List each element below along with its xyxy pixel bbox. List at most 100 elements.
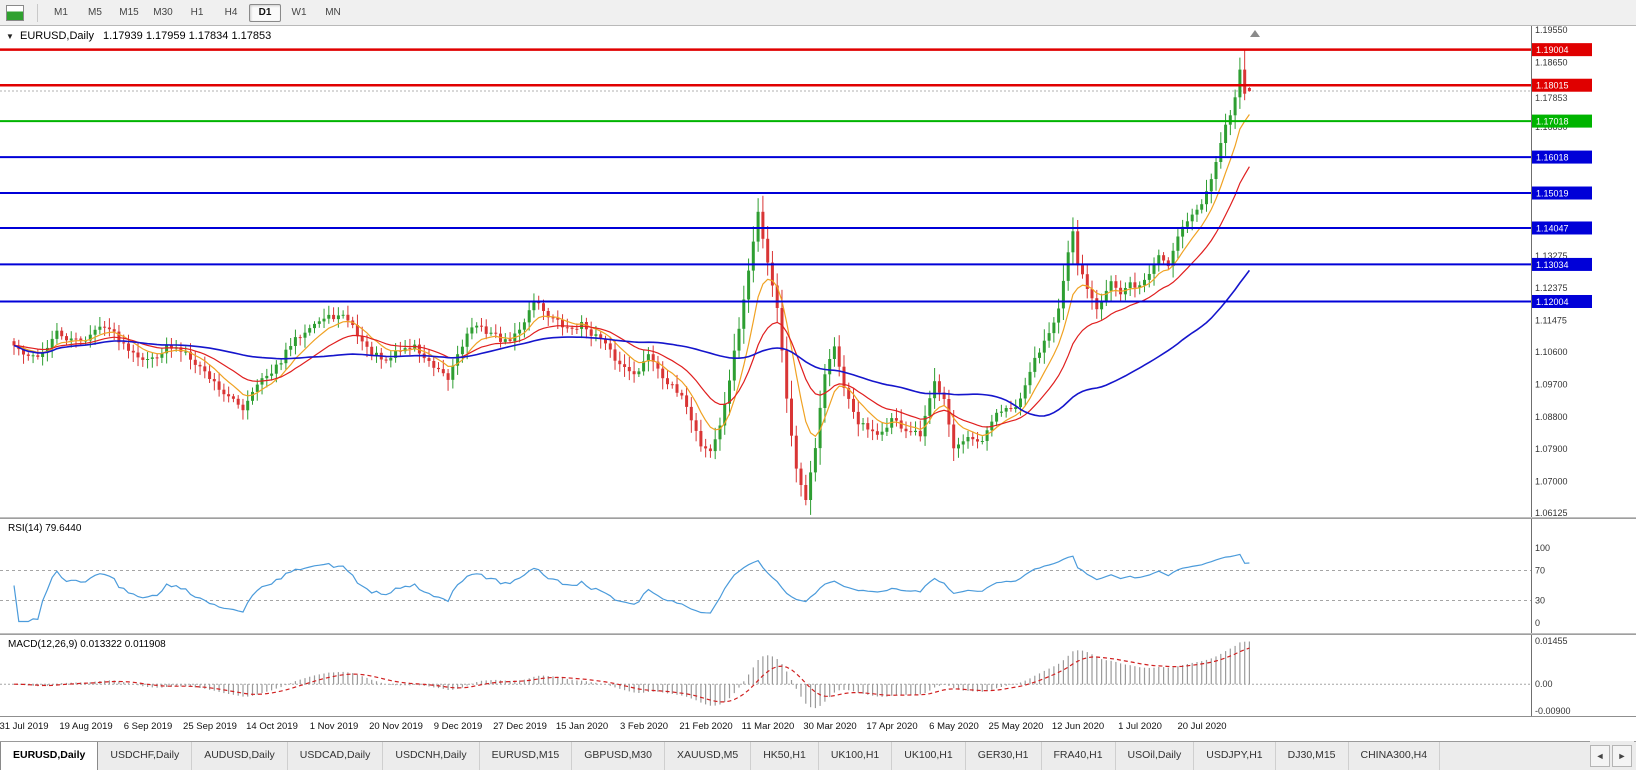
candle-body — [666, 378, 669, 385]
tab-audusd-daily[interactable]: AUDUSD,Daily — [192, 742, 288, 770]
price-tick-label: 1.18650 — [1535, 57, 1568, 67]
timeframe-button-h4[interactable]: H4 — [224, 6, 238, 18]
candle-body — [565, 327, 569, 329]
candle-body — [31, 355, 35, 357]
timeframe-button-m30[interactable]: M30 — [153, 6, 173, 18]
candle-body — [231, 396, 235, 399]
date-axis-label: 31 Jul 2019 — [0, 721, 49, 732]
chart-icon — [6, 4, 24, 21]
candle-body — [909, 431, 913, 433]
timeframe-button-m15[interactable]: M15 — [119, 6, 139, 18]
candle-body — [999, 411, 1003, 413]
candle-body — [937, 381, 941, 393]
tab-gbpusd-m30[interactable]: GBPUSD,M30 — [572, 742, 665, 770]
candle-body — [293, 337, 297, 346]
tab-fra40-h1[interactable]: FRA40,H1 — [1042, 742, 1116, 770]
date-axis-label: 3 Feb 2020 — [619, 721, 669, 732]
candle-body — [284, 349, 288, 364]
candle-body — [179, 347, 183, 352]
candle-body — [828, 359, 832, 375]
candle-body — [894, 418, 898, 421]
level-price-badge[interactable] — [1532, 43, 1592, 57]
collapse-arrow-icon[interactable]: ▼ — [6, 32, 14, 41]
level-price-badge[interactable] — [1532, 257, 1592, 271]
level-price-badge[interactable] — [1532, 294, 1592, 308]
candle-body — [26, 354, 30, 356]
candle-body — [107, 327, 111, 330]
candle-body — [184, 351, 188, 353]
candle-body — [976, 439, 979, 442]
timeframe-button-mn[interactable]: MN — [325, 6, 341, 18]
level-price-badge[interactable] — [1532, 150, 1592, 164]
level-price-badge[interactable] — [1532, 186, 1592, 200]
panel-splitter[interactable] — [0, 517, 1636, 519]
timeframe-button-w1[interactable]: W1 — [291, 6, 307, 18]
tab-dj30-m15[interactable]: DJ30,M15 — [1276, 742, 1349, 770]
tab-hk50-h1[interactable]: HK50,H1 — [751, 742, 819, 770]
candle-body — [384, 359, 388, 361]
toolbar-separator — [37, 3, 38, 22]
tab-usdcad-daily[interactable]: USDCAD,Daily — [288, 742, 384, 770]
candle-body — [437, 367, 440, 370]
candle-body — [198, 364, 202, 367]
candle-body — [289, 346, 293, 350]
tab-eurusd-daily[interactable]: EURUSD,Daily — [0, 742, 99, 770]
tab-usdcnh-daily[interactable]: USDCNH,Daily — [383, 742, 480, 770]
candle-body — [656, 361, 660, 369]
chart-shift-marker[interactable] — [1250, 30, 1260, 37]
price-tick-label: 1.06125 — [1535, 508, 1568, 517]
candle-body — [236, 398, 240, 405]
candle-body — [460, 346, 464, 355]
timeframe-button-d1[interactable]: D1 — [249, 3, 281, 22]
tab-usdchf-daily[interactable]: USDCHF,Daily — [98, 742, 193, 770]
date-axis-label: 19 Aug 2019 — [59, 721, 113, 732]
tab-ger30-h1[interactable]: GER30,H1 — [966, 742, 1042, 770]
candle-body — [1047, 333, 1051, 341]
tabs-scroll-right-icon[interactable]: ► — [1612, 744, 1632, 767]
candle-body — [1090, 289, 1094, 299]
candle-body — [1238, 69, 1242, 98]
level-price-badge[interactable] — [1532, 114, 1592, 128]
panel-splitter[interactable] — [0, 633, 1636, 635]
candle-body — [79, 338, 83, 341]
tab-china300-h4[interactable]: CHINA300,H4 — [1349, 742, 1441, 770]
level-price-badge[interactable] — [1532, 78, 1592, 92]
tab-usdjpy-h1[interactable]: USDJPY,H1 — [1194, 742, 1276, 770]
candle-body — [837, 346, 841, 367]
tab-eurusd-m15[interactable]: EURUSD,M15 — [480, 742, 573, 770]
candle-body — [265, 375, 269, 379]
date-axis-label: 12 Jun 2020 — [1051, 721, 1105, 732]
date-axis-label: 20 Jul 2020 — [1177, 721, 1227, 732]
timeframe-button-m5[interactable]: M5 — [88, 6, 102, 18]
level-price-badge[interactable] — [1532, 221, 1592, 235]
tab-uk100-h1[interactable]: UK100,H1 — [892, 742, 966, 770]
level-price-badge-text: 1.17018 — [1536, 117, 1569, 127]
candle-body — [298, 337, 302, 339]
candle-body — [804, 485, 808, 500]
timeframe-button-h1[interactable]: H1 — [190, 6, 204, 18]
candle-body — [503, 339, 507, 342]
tab-uk100-h1[interactable]: UK100,H1 — [819, 742, 893, 770]
candle-body — [885, 427, 889, 432]
candle-body — [1209, 179, 1213, 192]
level-price-badge-text: 1.16018 — [1536, 153, 1569, 163]
price-tick-label: 1.13275 — [1535, 251, 1568, 261]
rsi-panel: 100 70 30 0 — [0, 519, 1550, 633]
candle-body — [770, 262, 774, 286]
candle-body — [279, 363, 283, 365]
tabs-scroll-left-icon[interactable]: ◄ — [1590, 744, 1610, 767]
macd-panel: 0.01455 0.00 -0.00900 — [0, 635, 1571, 716]
date-axis-label: 30 Mar 2020 — [803, 721, 857, 732]
candle-body — [308, 328, 312, 333]
rsi-tick-label: 0 — [1535, 618, 1540, 628]
candle-body — [995, 412, 999, 422]
tab-xauusd-m5[interactable]: XAUUSD,M5 — [665, 742, 752, 770]
candle-body — [112, 329, 116, 332]
candle-body — [1028, 371, 1032, 386]
candle-body — [1181, 226, 1185, 237]
candle-body — [961, 441, 965, 445]
tab-usoil-daily[interactable]: USOil,Daily — [1116, 742, 1195, 770]
candle-body — [618, 360, 622, 365]
timeframe-button-m1[interactable]: M1 — [54, 6, 68, 18]
candle-body — [456, 354, 460, 366]
